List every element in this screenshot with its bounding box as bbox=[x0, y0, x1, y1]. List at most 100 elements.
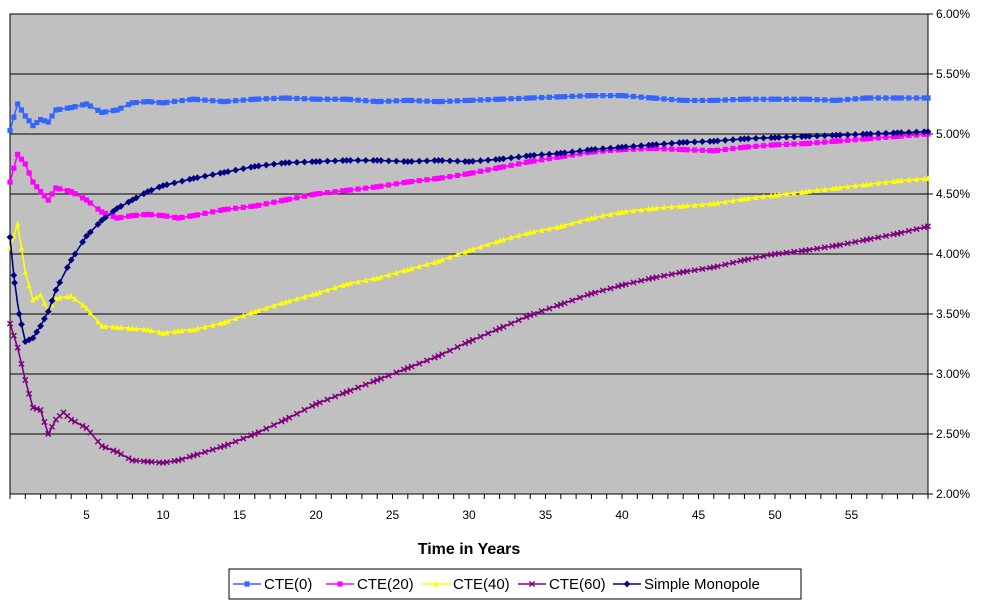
data-point bbox=[584, 93, 591, 99]
data-point bbox=[615, 93, 621, 99]
data-point bbox=[661, 146, 667, 152]
data-point bbox=[771, 134, 779, 141]
data-point bbox=[803, 96, 809, 102]
data-point bbox=[405, 97, 411, 103]
data-point bbox=[898, 95, 904, 101]
data-point bbox=[706, 137, 714, 145]
data-point bbox=[802, 133, 809, 140]
data-point bbox=[607, 211, 614, 217]
legend-label: CTE(0) bbox=[264, 576, 312, 593]
data-point bbox=[882, 232, 890, 239]
data-point bbox=[806, 140, 813, 146]
data-point bbox=[386, 98, 392, 104]
legend-box bbox=[228, 568, 802, 600]
data-point bbox=[347, 387, 354, 394]
x-tick-label: 25 bbox=[386, 508, 400, 522]
data-point bbox=[875, 95, 881, 101]
data-point bbox=[217, 320, 223, 326]
data-point bbox=[210, 98, 216, 104]
legend-marker bbox=[528, 580, 536, 588]
data-point bbox=[362, 381, 369, 388]
data-point bbox=[56, 279, 64, 286]
data-point bbox=[768, 96, 774, 102]
data-point bbox=[806, 246, 813, 253]
data-point bbox=[209, 171, 217, 179]
data-point bbox=[113, 205, 121, 212]
legend-label: Simple Monopole bbox=[644, 576, 760, 593]
series-cte-40 bbox=[7, 175, 931, 336]
data-point bbox=[354, 157, 362, 164]
data-point bbox=[191, 213, 197, 219]
data-point bbox=[294, 295, 300, 302]
data-point bbox=[813, 132, 821, 140]
data-point bbox=[103, 109, 109, 115]
data-point bbox=[775, 134, 783, 141]
data-point bbox=[730, 197, 736, 204]
data-point bbox=[722, 146, 728, 153]
data-point bbox=[531, 95, 537, 101]
data-point bbox=[225, 98, 231, 104]
data-point bbox=[729, 136, 737, 144]
data-point bbox=[683, 268, 691, 275]
data-point bbox=[312, 158, 320, 165]
data-point bbox=[80, 195, 86, 201]
data-point bbox=[217, 207, 223, 213]
data-point bbox=[117, 202, 125, 210]
data-point bbox=[676, 269, 683, 276]
data-point bbox=[344, 187, 350, 193]
data-point bbox=[255, 162, 263, 170]
data-point bbox=[676, 97, 682, 103]
data-point bbox=[370, 184, 376, 190]
data-point bbox=[148, 99, 155, 105]
data-point bbox=[53, 295, 59, 301]
legend-item: CTE(40) bbox=[422, 576, 510, 593]
data-point bbox=[439, 175, 445, 181]
data-point bbox=[454, 343, 461, 351]
data-point bbox=[374, 99, 380, 105]
data-point bbox=[41, 315, 48, 323]
data-point bbox=[447, 254, 453, 260]
data-point bbox=[890, 129, 897, 137]
data-point bbox=[806, 96, 813, 102]
series-cte-0 bbox=[7, 93, 931, 133]
data-point bbox=[791, 141, 797, 147]
data-point bbox=[247, 432, 255, 439]
data-point bbox=[34, 294, 40, 300]
data-point bbox=[22, 161, 28, 167]
data-point bbox=[714, 137, 722, 145]
data-point bbox=[845, 137, 851, 143]
data-point bbox=[516, 95, 522, 102]
y-axis: 2.00% 2.50% 3.00% 3.50% 4.00% 4.50% 5.00% 5.50%… bbox=[928, 7, 970, 501]
data-point bbox=[240, 204, 246, 210]
data-point bbox=[680, 147, 686, 153]
data-point bbox=[890, 95, 897, 101]
data-point bbox=[309, 192, 315, 198]
data-point bbox=[837, 184, 843, 191]
data-point bbox=[18, 244, 25, 251]
data-point bbox=[44, 308, 52, 315]
data-point bbox=[72, 295, 78, 302]
data-point bbox=[332, 96, 338, 102]
data-point bbox=[431, 176, 438, 182]
data-point bbox=[711, 148, 717, 154]
data-point bbox=[163, 181, 171, 189]
data-point bbox=[868, 95, 874, 101]
data-point bbox=[49, 113, 55, 119]
x-tick-label: 5 bbox=[83, 508, 90, 522]
data-point bbox=[706, 264, 714, 271]
data-point bbox=[217, 444, 224, 451]
data-point bbox=[745, 256, 752, 263]
data-point bbox=[22, 268, 28, 275]
data-point bbox=[377, 375, 385, 382]
data-point bbox=[466, 171, 472, 177]
data-point bbox=[833, 97, 839, 103]
data-point bbox=[772, 192, 778, 198]
data-point bbox=[508, 162, 514, 168]
data-point bbox=[282, 197, 288, 203]
data-point bbox=[400, 366, 408, 373]
data-point bbox=[309, 96, 315, 102]
data-point bbox=[263, 201, 269, 207]
data-point bbox=[252, 203, 258, 209]
data-point bbox=[829, 185, 835, 192]
data-point bbox=[558, 223, 564, 229]
